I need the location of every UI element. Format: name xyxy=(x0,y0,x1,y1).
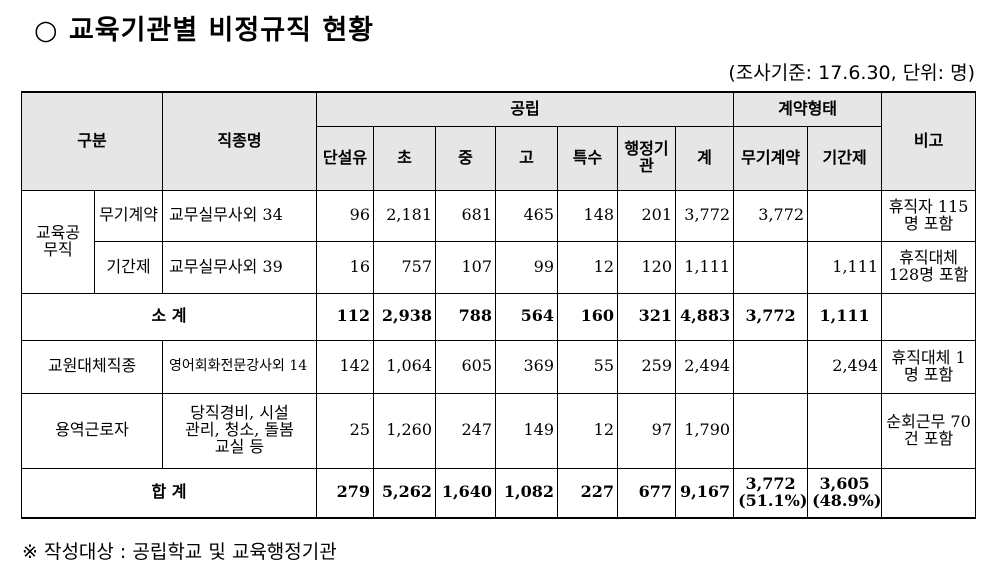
total-permanent-pct: (51.1%) xyxy=(738,490,808,510)
cell: 465 xyxy=(495,189,559,242)
cell xyxy=(733,240,809,294)
cell: 1,111 xyxy=(807,240,883,294)
cell: 247 xyxy=(435,392,497,469)
cell: 681 xyxy=(435,189,497,242)
cell: 279 xyxy=(316,467,375,519)
note-cell xyxy=(881,467,977,519)
header-jobname: 직종명 xyxy=(162,91,318,191)
note-cell: 순회근무 70건 포함 xyxy=(881,392,977,469)
total-permanent: 3,772 xyxy=(745,473,796,493)
note-cell: 휴직대체 128명 포함 xyxy=(881,240,977,294)
cell: 120 xyxy=(617,240,677,294)
cell: 677 xyxy=(617,467,677,519)
table-row: 교육공무직 무기계약 교무실무사외 34 96 2,181 681 465 14… xyxy=(21,189,977,294)
job-name: 교무실무사외 39 xyxy=(162,240,318,294)
total-label: 합 계 xyxy=(20,467,318,519)
cell: 3,605 (48.9%) xyxy=(807,467,883,519)
cell: 227 xyxy=(557,467,619,519)
cell: 160 xyxy=(557,292,619,341)
job-name: 당직경비, 시설관리, 청소, 돌봄교실 등 xyxy=(162,392,318,469)
cell: 55 xyxy=(557,339,619,394)
cell: 3,772 xyxy=(733,189,809,242)
cell: 1,640 xyxy=(435,467,497,519)
job-name: 교무실무사외 34 xyxy=(162,189,318,242)
cell: 5,262 xyxy=(373,467,437,519)
header-col-admin: 행정기관 xyxy=(617,125,677,191)
cell: 2,494 xyxy=(807,339,883,394)
row-group-label: 교육공무직 xyxy=(21,189,95,294)
cell: 2,181 xyxy=(373,189,437,242)
header-col-high: 고 xyxy=(495,125,559,191)
cell: 9,167 xyxy=(675,467,735,519)
subtotal-label: 소 계 xyxy=(20,292,318,341)
header-col-middle: 중 xyxy=(435,125,497,191)
header-public: 공립 xyxy=(316,91,735,127)
cell: 99 xyxy=(495,240,559,294)
cell: 1,111 xyxy=(807,292,883,341)
cell: 16 xyxy=(316,240,375,294)
cell: 4,883 xyxy=(675,292,735,341)
cell: 1,082 xyxy=(495,467,559,519)
header-contract: 계약형태 xyxy=(733,91,883,127)
cell: 1,260 xyxy=(373,392,437,469)
header-col-elementary: 초 xyxy=(373,125,437,191)
cell: 757 xyxy=(373,240,437,294)
cell: 96 xyxy=(316,189,375,242)
note-cell: 휴직자 115명 포함 xyxy=(881,189,977,242)
row-label: 교원대체직종 xyxy=(20,339,164,394)
header-col-permanent: 무기계약 xyxy=(733,125,809,191)
table-row: 기간제 교무실무사외 39 16 757 107 99 12 120 1,111… xyxy=(22,240,977,294)
cell xyxy=(733,392,809,469)
page-title: ○ 교육기관별 비정규직 현황 xyxy=(34,15,374,46)
cell: 605 xyxy=(435,339,497,394)
footnote: ※ 작성대상 : 공립학교 및 교육행정기관 xyxy=(22,541,337,563)
cell: 12 xyxy=(557,392,619,469)
row-sub-label: 기간제 xyxy=(93,240,164,294)
total-row: 합 계 279 5,262 1,640 1,082 227 677 9,167 … xyxy=(20,467,977,519)
table-row: 교원대체직종 영어회화전문강사외 14 142 1,064 605 369 55… xyxy=(20,339,977,394)
header-note: 비고 xyxy=(881,91,977,191)
total-fixed-term-pct: (48.9%) xyxy=(812,490,882,510)
cell: 12 xyxy=(557,240,619,294)
note-cell: 휴직대체 1명 포함 xyxy=(881,339,977,394)
header-col-special: 특수 xyxy=(557,125,619,191)
cell: 148 xyxy=(557,189,619,242)
cell: 3,772 xyxy=(733,292,809,341)
cell: 107 xyxy=(435,240,497,294)
header-col-kindergarten: 단설유 xyxy=(316,125,375,191)
cell: 2,938 xyxy=(373,292,437,341)
cell xyxy=(807,189,883,242)
cell: 1,790 xyxy=(675,392,735,469)
cell: 97 xyxy=(617,392,677,469)
cell: 1,111 xyxy=(675,240,735,294)
cell xyxy=(807,392,883,469)
total-fixed-term: 3,605 xyxy=(819,473,870,493)
cell: 3,772 xyxy=(675,189,735,242)
header-gubun: 구분 xyxy=(20,91,164,191)
survey-basis-note: (조사기준: 17.6.30, 단위: 명) xyxy=(728,62,975,84)
cell: 142 xyxy=(316,339,375,394)
cell: 1,064 xyxy=(373,339,437,394)
row-sub-label: 무기계약 xyxy=(93,189,164,242)
header-col-fixed-term: 기간제 xyxy=(807,125,883,191)
cell: 2,494 xyxy=(675,339,735,394)
cell xyxy=(733,339,809,394)
row-label: 용역근로자 xyxy=(20,392,164,469)
cell: 259 xyxy=(617,339,677,394)
note-cell xyxy=(881,292,977,341)
cell: 149 xyxy=(495,392,559,469)
cell: 112 xyxy=(316,292,375,341)
cell: 321 xyxy=(617,292,677,341)
header-col-sum: 계 xyxy=(675,125,735,191)
subtotal-row: 소 계 112 2,938 788 564 160 321 4,883 3,77… xyxy=(20,292,977,341)
table-row: 용역근로자 당직경비, 시설관리, 청소, 돌봄교실 등 25 1,260 24… xyxy=(20,392,977,469)
job-name: 영어회화전문강사외 14 xyxy=(162,339,318,394)
cell: 564 xyxy=(495,292,559,341)
cell: 25 xyxy=(316,392,375,469)
cell: 3,772 (51.1%) xyxy=(733,467,809,519)
staff-status-table: 구분 직종명 공립 계약형태 비고 단설유 초 중 고 특수 행정기관 계 무기… xyxy=(20,91,977,519)
cell: 788 xyxy=(435,292,497,341)
cell: 369 xyxy=(495,339,559,394)
cell: 201 xyxy=(617,189,677,242)
